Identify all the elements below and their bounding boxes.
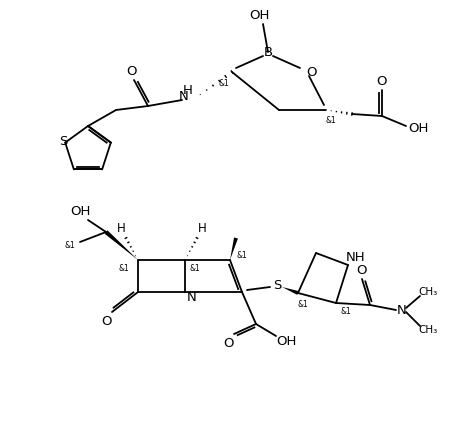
Text: CH₃: CH₃ [417,287,437,297]
Text: N: N [187,290,197,304]
Text: &1: &1 [118,264,129,272]
Text: N: N [179,89,188,103]
Text: &1: &1 [236,250,247,260]
Text: S: S [59,135,67,148]
Text: O: O [356,264,366,276]
Text: H: H [116,221,125,235]
Text: O: O [223,337,234,349]
Text: O: O [101,315,112,327]
Text: NH: NH [345,250,365,264]
Text: S: S [272,279,281,292]
Polygon shape [229,238,238,260]
Text: B: B [263,45,272,59]
Text: H: H [182,84,192,96]
Text: &1: &1 [297,300,308,308]
Text: &1: &1 [218,78,229,88]
Text: &1: &1 [65,241,75,249]
Text: O: O [306,66,317,78]
Text: O: O [376,74,386,88]
Text: &1: &1 [340,307,351,315]
Polygon shape [281,287,298,295]
Text: O: O [126,65,137,77]
Polygon shape [104,230,138,260]
Text: N: N [396,304,406,316]
Text: OH: OH [248,8,268,22]
Text: &1: &1 [325,116,336,125]
Text: CH₃: CH₃ [417,325,437,335]
Text: OH: OH [70,205,90,217]
Text: OH: OH [407,121,427,135]
Text: &1: &1 [189,264,200,272]
Text: OH: OH [275,334,296,348]
Text: H: H [197,221,206,235]
